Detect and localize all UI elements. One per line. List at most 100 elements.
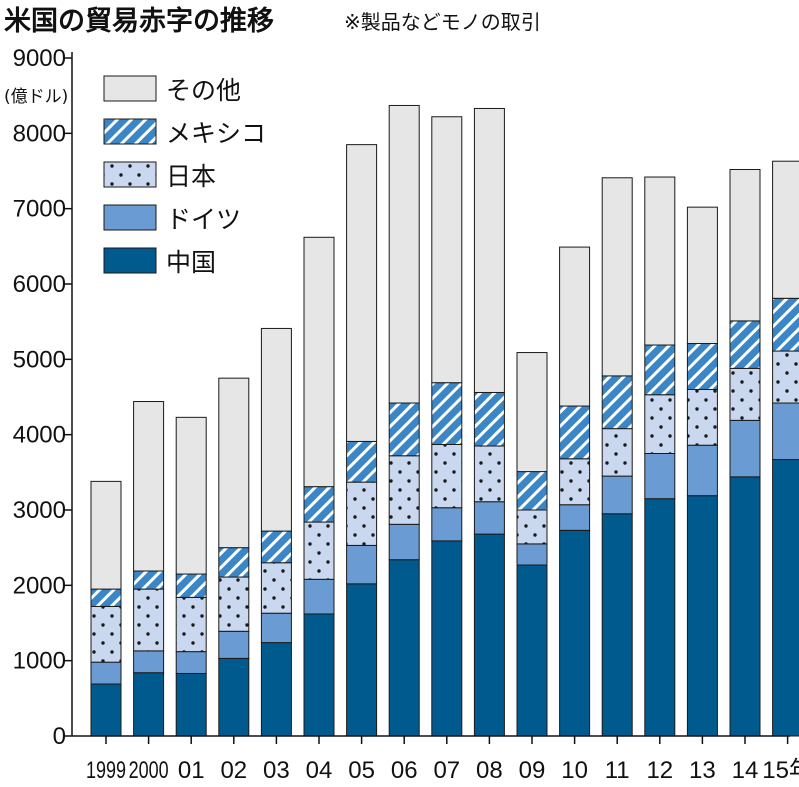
bar-segment-06-s0 [388,559,420,737]
bar-segment-15-s3 [772,297,799,352]
legend-label-s2: 日本 [166,162,216,191]
bar-segment-01-s1 [175,651,207,674]
bar-segment-2000-s2 [133,588,165,652]
bar-segment-2000-s4 [133,401,165,572]
bars-layer [90,104,799,737]
bar-segment-07-s4 [431,116,463,384]
legend-label-s1: ドイツ [166,205,241,234]
bar-group-06 [388,104,420,737]
bar-segment-11-s3 [601,375,633,430]
bar-segment-08-s2 [473,445,505,503]
bar-segment-04-s0 [303,613,335,737]
bar-group-14 [729,168,761,737]
bar-segment-05-s4 [346,144,378,442]
bar-segment-03-s2 [260,562,292,614]
bar-segment-12-s4 [644,176,676,346]
bar-segment-1999-s1 [90,661,122,685]
bar-segment-06-s2 [388,455,420,525]
bar-segment-10-s1 [559,504,591,531]
bar-segment-14-s1 [729,419,761,478]
bar-segment-14-s3 [729,320,761,369]
legend-swatch-s3 [103,118,157,145]
bar-group-07 [431,116,463,737]
bar-segment-09-s3 [516,471,548,511]
bar-group-13 [686,206,718,737]
bar-segment-02-s3 [218,547,250,578]
y-tick-label-4000: 4000 [13,422,66,449]
bar-segment-1999-s4 [90,480,122,590]
x-tick-label-11: 11 [605,757,630,784]
bar-segment-14-s2 [729,367,761,421]
bar-segment-06-s1 [388,523,420,561]
bar-group-09 [516,352,548,737]
bar-segment-11-s4 [601,177,633,377]
bar-segment-15-s0 [772,459,799,737]
bar-segment-04-s3 [303,486,335,523]
y-axis-ticks: 0 1000 2000 3000 4000 5000 6000 7000 8000 9000 [13,45,72,750]
legend-swatch-s2 [103,161,157,188]
x-tick-label-2000: 2000 [129,757,169,784]
y-tick-label-9000: 9000 [13,45,66,72]
legend-swatch-s1 [103,204,157,231]
x-tick-label-08: 08 [476,757,503,784]
bar-segment-13-s3 [686,343,718,390]
bar-segment-11-s0 [601,513,633,737]
bar-segment-04-s1 [303,578,335,615]
bar-segment-10-s0 [559,529,591,737]
x-tick-label-05: 05 [348,757,375,784]
bar-segment-03-s4 [260,327,292,532]
bar-group-05 [346,144,378,737]
legend-swatch-s0 [103,247,157,274]
bar-segment-09-s2 [516,509,548,545]
bar-segment-04-s4 [303,236,335,488]
bar-group-2000 [133,401,165,737]
x-tick-label-09: 09 [519,757,546,784]
bar-segment-04-s2 [303,521,335,580]
bar-segment-02-s0 [218,657,250,737]
bar-segment-05-s1 [346,544,378,585]
y-tick-label-8000: 8000 [13,120,66,147]
bar-group-02 [218,377,250,737]
bar-segment-07-s3 [431,382,463,445]
bar-segment-03-s1 [260,612,292,644]
bar-group-11 [601,177,633,737]
bar-segment-2000-s3 [133,570,165,590]
x-tick-label-02: 02 [220,757,247,784]
bar-segment-12-s0 [644,498,676,737]
bar-segment-13-s0 [686,495,718,737]
bar-segment-13-s2 [686,388,718,446]
y-tick-label-7000: 7000 [13,196,66,223]
bar-segment-13-s1 [686,444,718,497]
y-tick-label-6000: 6000 [13,271,66,298]
x-tick-label-01: 01 [178,757,205,784]
x-tick-label-03: 03 [263,757,290,784]
bar-segment-07-s1 [431,507,463,542]
legend-label-s0: 中国 [166,248,216,277]
bar-segment-15-s1 [772,402,799,461]
bar-segment-10-s2 [559,458,591,506]
bar-segment-05-s3 [346,440,378,483]
bar-segment-2000-s1 [133,650,165,674]
chart-subtitle: ※製品などモノの取引 [344,10,541,34]
bar-segment-03-s3 [260,530,292,564]
bar-segment-06-s4 [388,104,420,404]
bar-group-1999 [90,480,122,737]
bar-segment-08-s3 [473,391,505,447]
y-tick-label-2000: 2000 [13,572,66,599]
bar-group-12 [644,176,676,737]
bar-segment-02-s2 [218,576,250,632]
bar-segment-14-s4 [729,168,761,322]
bar-segment-07-s2 [431,443,463,509]
bar-segment-12-s1 [644,453,676,500]
bar-segment-2000-s0 [133,672,165,737]
x-tick-label-1999: 1999 [86,757,126,784]
bar-segment-05-s2 [346,481,378,546]
bar-segment-11-s2 [601,428,633,477]
bar-segment-02-s1 [218,630,250,659]
chart-title: 米国の貿易赤字の推移 [4,5,274,37]
bar-group-03 [260,327,292,737]
bar-segment-07-s0 [431,540,463,737]
y-tick-label-1000: 1000 [13,648,66,675]
